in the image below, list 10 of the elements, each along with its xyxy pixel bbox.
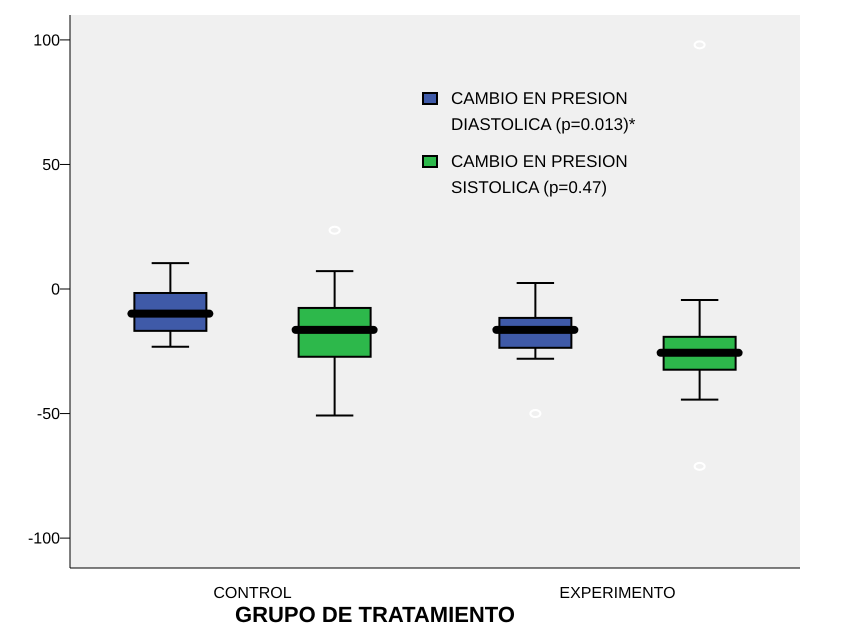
legend-label: CAMBIO EN PRESION DIASTOLICA (p=0.013)*: [451, 89, 636, 134]
y-tick-label: 50: [42, 157, 60, 174]
y-tick-label: -100: [28, 530, 60, 548]
y-tick-label: 0: [51, 282, 60, 299]
legend-label: CAMBIO EN PRESION SISTOLICA (p=0.47): [451, 152, 628, 197]
x-tick-label: CONTROL: [213, 585, 292, 602]
y-tick-label: 100: [33, 32, 60, 50]
x-axis-title: GRUPO DE TRATAMIENTO: [235, 602, 515, 627]
x-tick-label: EXPERIMENTO: [559, 585, 676, 602]
y-tick-label: -50: [36, 406, 60, 424]
